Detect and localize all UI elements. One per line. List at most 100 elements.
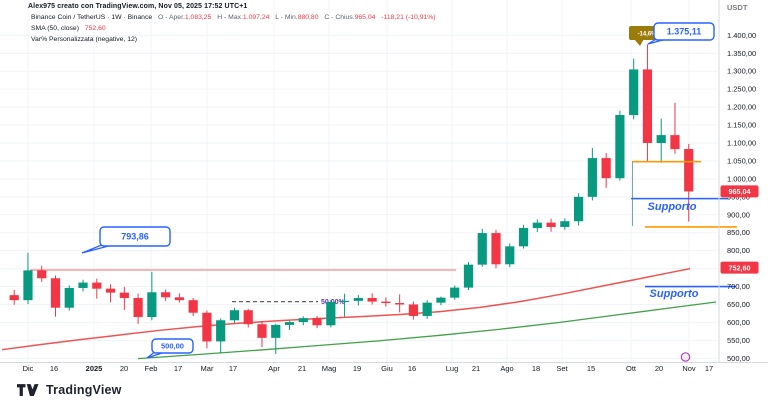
low-value: 880,80 [297,14,319,21]
sma-legend[interactable]: SMA (50, close) 752,60 [31,25,106,32]
support-label-lower: Supporto [650,288,699,300]
candle [518,224,529,249]
last-price-badge: 965,04 [720,185,759,198]
time-tick-label[interactable]: 20 [655,364,663,373]
price-tick-label[interactable]: 500,00 [727,354,750,363]
time-tick-label[interactable]: Giu [381,364,393,373]
symbol-legend[interactable]: Binance Coin / TetherUS · 1W · Binance O… [31,14,436,21]
time-tick-label[interactable]: 15 [587,364,595,373]
callout-annotation[interactable]: 500,00 [146,338,194,359]
time-tick-label[interactable]: 17 [229,364,237,373]
time-tick-label[interactable]: Lug [446,364,459,373]
tradingview-logo-icon[interactable] [17,383,39,398]
time-tick-label[interactable]: 17 [174,364,182,373]
candle [532,219,542,232]
candle [450,285,460,300]
time-tick-label[interactable]: 21 [472,364,480,373]
price-tick-label[interactable]: 1.250,00 [727,85,756,94]
high-value: 1.097,24 [242,14,270,21]
sma-value: 752,60 [84,25,106,32]
candle [629,58,639,120]
candle [326,299,336,328]
candle [656,118,666,163]
time-tick-label[interactable]: Nov [682,364,696,373]
time-tick-label[interactable]: Mar [201,364,214,373]
time-tick-label[interactable]: 16 [408,364,416,373]
price-tick-label[interactable]: 700,00 [727,282,750,291]
candle [161,289,171,301]
var-indicator-legend[interactable]: Var% Personalizzata (negative, 12) [31,36,138,43]
candle [37,265,47,282]
candle [105,284,116,303]
time-tick-label[interactable]: Apr [268,364,280,373]
time-tick-label[interactable]: Set [556,364,568,373]
candle [395,294,405,313]
trendline-green[interactable] [137,301,717,360]
callout-annotation[interactable]: 1.375,11 [647,22,715,45]
callout-annotation[interactable]: 793,86 [81,226,171,254]
price-tick-label[interactable]: 600,00 [727,318,750,327]
price-tick-label[interactable]: 1.050,00 [727,156,756,165]
candle [339,293,350,317]
candle [298,316,308,326]
time-tick-label[interactable]: 2025 [86,364,103,373]
candle [601,153,611,188]
candle [684,143,694,222]
candle [381,297,391,307]
chart-canvas[interactable]: 50,00%SupportoSupportoUSDT1.400,001.350,… [0,0,768,376]
candles [9,44,694,354]
time-tick-label[interactable]: 18 [532,364,540,373]
candle [243,308,253,328]
candle [119,286,129,310]
candle [174,293,184,303]
price-tick-label[interactable]: 850,00 [727,228,750,237]
svg-text:1.375,11: 1.375,11 [667,27,702,37]
time-tick-label[interactable]: Feb [145,364,158,373]
candle [312,315,322,329]
candle [574,193,584,226]
svg-text:793,86: 793,86 [121,232,149,242]
candle [50,275,61,317]
price-tick-label[interactable]: 1.300,00 [727,67,756,76]
footer-bar: TradingView [0,376,768,404]
price-tick-label[interactable]: 1.150,00 [727,121,756,130]
event-marker-circle[interactable] [680,352,691,362]
price-tick-label[interactable]: 800,00 [727,246,750,255]
price-tick-label[interactable]: 550,00 [727,336,750,345]
time-tick-label[interactable]: 16 [50,364,58,373]
close-value: 965,04 [354,14,376,21]
symbol-title: Binance Coin / TetherUS · 1W · Binance [31,14,153,21]
time-tick-label[interactable]: 17 [705,364,713,373]
candle [670,102,680,154]
price-axis-unit: USDT [727,3,748,12]
price-tick-label[interactable]: 1.000,00 [727,174,756,183]
time-tick-label[interactable]: 20 [120,364,128,373]
candle [284,320,295,330]
price-tick-label[interactable]: 1.100,00 [727,139,756,148]
price-tick-label[interactable]: 1.200,00 [727,103,756,112]
candle [23,252,33,305]
price-tick-label[interactable]: 650,00 [727,300,750,309]
sma-line[interactable] [1,267,691,351]
candle [615,110,625,181]
candle [367,293,377,305]
price-tick-label[interactable]: 900,00 [727,210,750,219]
price-tick-label[interactable]: 1.350,00 [727,49,756,58]
watermark-attribution: Alex975 creato con TradingView.com, Nov … [28,3,248,10]
time-tick-label[interactable]: Ott [626,364,637,373]
svg-text:965,04: 965,04 [729,187,751,196]
candle [64,285,74,311]
svg-text:-14,6%: -14,6% [637,31,657,37]
time-tick-label[interactable]: 21 [298,364,306,373]
candle [202,310,212,349]
candle [477,228,487,267]
time-tick-label[interactable]: Dic [23,364,34,373]
time-tick-label[interactable]: Ago [500,364,513,373]
candle [133,293,143,324]
time-tick-label[interactable]: Mag [322,364,337,373]
candle [271,323,281,354]
time-tick-label[interactable]: 19 [353,364,361,373]
tradingview-brand-text[interactable]: TradingView [46,383,122,397]
price-tick-label[interactable]: 1.400,00 [727,31,756,40]
